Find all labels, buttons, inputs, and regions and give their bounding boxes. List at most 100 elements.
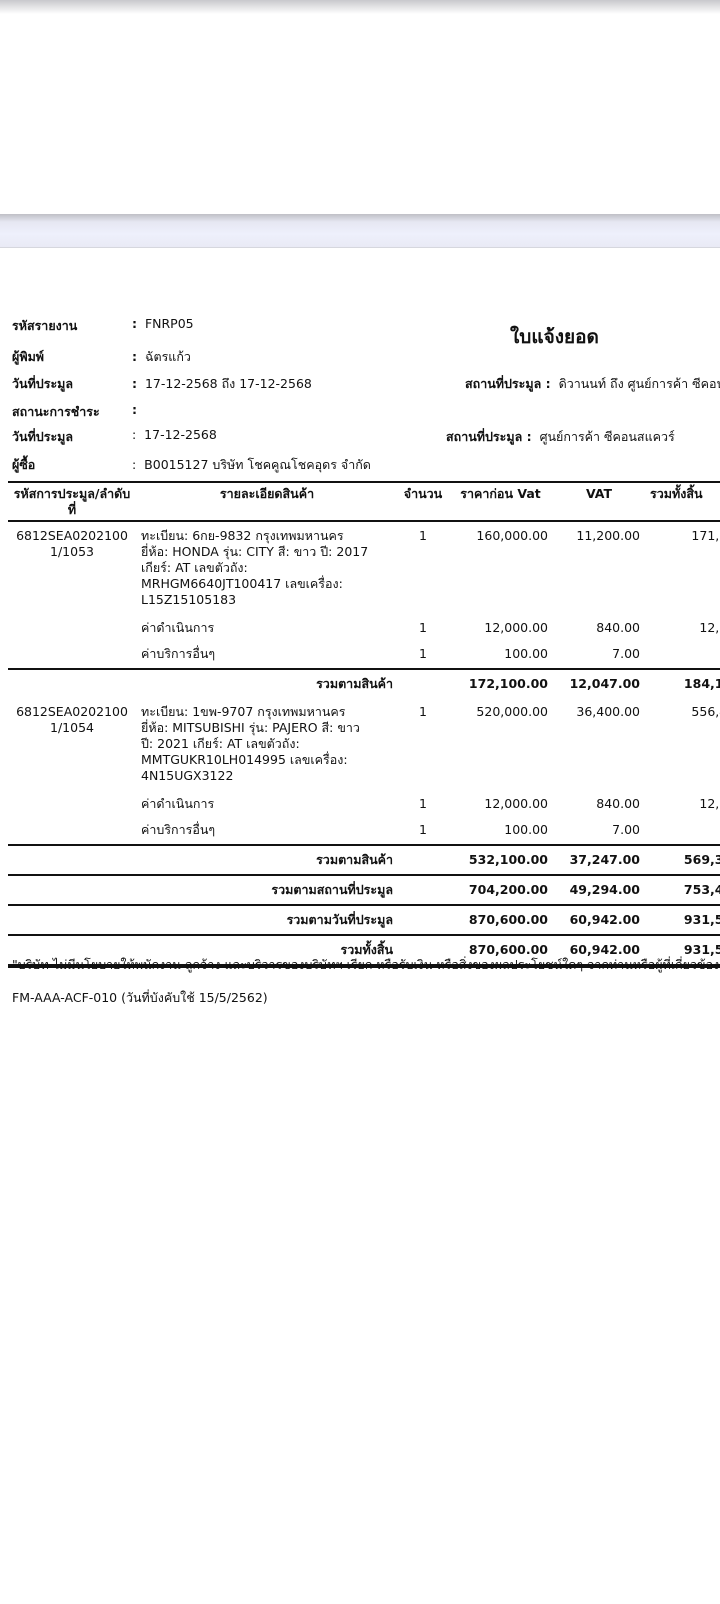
subtotal-row: รวมตามสินค้า 172,100.00 12,047.00 184,147.0… — [8, 669, 720, 698]
fee-qty: 1 — [419, 822, 427, 837]
empty-cell — [8, 812, 136, 845]
fee-vat: 7.00 — [612, 822, 640, 837]
sequence: 1/1053 — [50, 544, 94, 559]
statement-table: รหัสการประมูล/ลำดับที่ รายละเอียดสินค้า … — [8, 481, 720, 968]
detail-line: ปี: 2021 เกียร์: AT เลขตัวถัง: — [141, 736, 300, 751]
detail-line: ยี่ห้อ: HONDA รุ่น: CITY สี: ขาว ปี: 201… — [141, 544, 369, 559]
auction-code: 6812SEA0202100 1/1054 — [8, 698, 136, 784]
fee-total: 107.00 — [645, 636, 720, 669]
fee-row: ค่าดำเนินการ 1 12,000.00 840.00 12,840.00 — [8, 784, 720, 812]
fee-name: ค่าบริการอื่นๆ — [141, 822, 216, 837]
fee-row: ค่าบริการอื่นๆ 1 100.00 7.00 107.00 — [8, 636, 720, 669]
location2: สถานที่ประมูล : ศูนย์การค้า ซีคอนสแควร์ — [446, 429, 675, 444]
item-qty: 1 — [419, 528, 427, 543]
fee-vat: 840.00 — [596, 796, 640, 811]
fee-price: 12,000.00 — [484, 796, 548, 811]
col-detail: รายละเอียดสินค้า — [219, 486, 315, 501]
total-label: รวมทั้งสิ้น — [340, 942, 394, 957]
form-code: FM-AAA-ACF-010 (วันที่บังคับใช้ 15/5/256… — [12, 990, 268, 1005]
total-price: 870,600.00 — [468, 942, 548, 957]
top-shadow — [0, 0, 720, 14]
item-vat: 11,200.00 — [576, 528, 640, 543]
total-vat: 60,942.00 — [569, 942, 640, 957]
detail-line: ทะเบียน: 1ขพ-9707 กรุงเทพมหานคร — [141, 704, 346, 719]
item-detail: ทะเบียน: 1ขพ-9707 กรุงเทพมหานคร ยี่ห้อ: M… — [136, 698, 398, 784]
total-total: 931,542.00 — [683, 942, 720, 957]
item-total: 556,400.00 — [691, 704, 720, 719]
payment-status-value: : — [132, 402, 137, 417]
detail-line: เกียร์: AT เลขตัวถัง: — [141, 560, 248, 575]
total-row: รวมทั้งสิ้น 870,600.00 60,942.00 931,542.00 — [8, 935, 720, 966]
document-title: ใบแจ้งยอด — [510, 326, 599, 348]
detail-line: ทะเบียน: 6กย-9832 กรุงเทพมหานคร — [141, 528, 344, 543]
total-label: รวมตามสถานที่ประมูล — [271, 882, 393, 897]
auction-date-value: : 17-12-2568 ถึง 17-12-2568 — [132, 376, 312, 391]
auction-date2-label: วันที่ประมูล — [12, 429, 74, 444]
fee-total: 12,840.00 — [699, 796, 720, 811]
printer-label: ผู้พิมพ์ — [12, 349, 45, 364]
fee-price: 100.00 — [504, 822, 548, 837]
report-code-label: รหัสรายงาน — [12, 318, 78, 333]
detail-line: L15Z15105183 — [141, 592, 237, 607]
empty-cell — [8, 608, 136, 636]
subtotal-vat: 37,247.00 — [569, 852, 640, 867]
detail-line: ยี่ห้อ: MITSUBISHI รุ่น: PAJERO สี: ขาว — [141, 720, 360, 735]
empty-cell — [398, 845, 448, 875]
subtotal-label: รวมตามสินค้า — [316, 676, 393, 691]
report-code-value: : FNRP05 — [132, 316, 194, 331]
total-vat: 60,942.00 — [569, 912, 640, 927]
empty-cell — [398, 875, 448, 905]
detail-line: MRHGM6640JT100417 เลขเครื่อง: — [141, 576, 343, 591]
fee-name: ค่าดำเนินการ — [141, 796, 215, 811]
total-label: รวมตามวันที่ประมูล — [286, 912, 393, 927]
code: 6812SEA0202100 — [16, 528, 128, 543]
table-row: 6812SEA0202100 1/1053 ทะเบียน: 6กย-9832 กร… — [8, 521, 720, 608]
total-price: 704,200.00 — [468, 882, 548, 897]
subtotal-vat: 12,047.00 — [569, 676, 640, 691]
item-total: 171,200.00 — [691, 528, 720, 543]
auction-code: 6812SEA0202100 1/1053 — [8, 521, 136, 608]
fee-row: ค่าดำเนินการ 1 12,000.00 840.00 12,840.00 — [8, 608, 720, 636]
fee-vat: 840.00 — [596, 620, 640, 635]
subtotal-total: 569,347.00 — [683, 852, 720, 867]
viewer-toolbar-band — [0, 214, 720, 248]
buyer-value: : B0015127 บริษัท โชคคูณโชคอุดร จำกัด — [132, 457, 371, 472]
subtotal-row: รวมตามสินค้า 532,100.00 37,247.00 569,347.0… — [8, 845, 720, 875]
col-total: รวมทั้งสิ้น — [650, 486, 703, 501]
auction-date-label: วันที่ประมูล — [12, 376, 74, 391]
payment-status-label: สถานะการชำระ — [12, 404, 100, 419]
empty-cell — [8, 784, 136, 812]
sequence: 1/1054 — [50, 720, 94, 735]
total-row: รวมตามสถานที่ประมูล 704,200.00 49,294.00 75… — [8, 875, 720, 905]
fee-qty: 1 — [419, 796, 427, 811]
table-row: 6812SEA0202100 1/1054 ทะเบียน: 1ขพ-9707 กร… — [8, 698, 720, 784]
item-qty: 1 — [419, 704, 427, 719]
auction-date2-value: : 17-12-2568 — [132, 427, 217, 442]
fee-name: ค่าดำเนินการ — [141, 620, 215, 635]
fee-row: ค่าบริการอื่นๆ 1 100.00 7.00 107.00 — [8, 812, 720, 845]
empty-cell — [398, 905, 448, 935]
item-detail: ทะเบียน: 6กย-9832 กรุงเทพมหานคร ยี่ห้อ: H… — [136, 521, 398, 608]
code: 6812SEA0202100 — [16, 704, 128, 719]
subtotal-price: 532,100.00 — [468, 852, 548, 867]
empty-cell — [8, 636, 136, 669]
disclaimer: "บริษัท ไม่มีนโยบายให้พนักงาน ลูกจ้าง แล… — [12, 957, 720, 972]
total-total: 931,542.00 — [683, 912, 720, 927]
col-price: ราคาก่อน Vat — [460, 486, 541, 501]
buyer-label: ผู้ซื้อ — [12, 457, 36, 472]
table-header: รหัสการประมูล/ลำดับที่ รายละเอียดสินค้า … — [8, 482, 720, 521]
fee-name: ค่าบริการอื่นๆ — [141, 646, 216, 661]
fee-total: 12,840.00 — [699, 620, 720, 635]
subtotal-label: รวมตามสินค้า — [316, 852, 393, 867]
total-price: 870,600.00 — [468, 912, 548, 927]
detail-line: MMTGUKR10LH014995 เลขเครื่อง: — [141, 752, 348, 767]
col-code: รหัสการประมูล/ลำดับที่ — [13, 486, 131, 517]
statement-document: ใบแจ้งยอด รหัสรายงาน : FNRP05 ผู้พิมพ์ :… — [0, 300, 720, 1020]
subtotal-total: 184,147.00 — [683, 676, 720, 691]
subtotal-price: 172,100.00 — [468, 676, 548, 691]
item-price: 520,000.00 — [476, 704, 548, 719]
total-total: 753,494.00 — [683, 882, 720, 897]
location-range: สถานที่ประมูล : ดิวานนท์ ถึง ศูนย์การค้า… — [465, 376, 720, 391]
printer-value: : ฉัตรแก้ว — [132, 349, 191, 364]
fee-price: 12,000.00 — [484, 620, 548, 635]
